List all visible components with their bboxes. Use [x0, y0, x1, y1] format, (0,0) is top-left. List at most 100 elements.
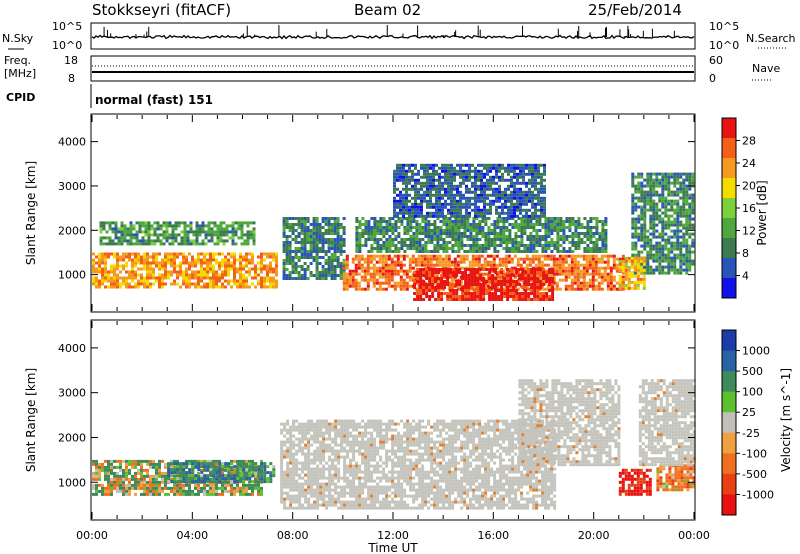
heatmap-cell-2 — [327, 268, 331, 271]
heatmap-cell-7 — [688, 217, 692, 221]
heatmap-cell-5 — [358, 232, 362, 235]
heatmap-cell-6 — [477, 211, 480, 215]
heatmap-cell-6 — [441, 166, 444, 170]
heatmap-cell-1 — [204, 242, 208, 246]
heatmap-cell-5 — [583, 217, 587, 220]
heatmap-cell-5 — [421, 226, 425, 229]
heatmap-cell-6 — [462, 181, 465, 185]
heatmap-cell-0 — [155, 486, 158, 490]
heatmap-cell-5 — [544, 232, 548, 235]
heatmap-cell-5 — [475, 232, 479, 235]
y-tick-label: 1000 — [58, 269, 86, 282]
heatmap-cell-2 — [294, 238, 298, 241]
heatmap-cell-6 — [426, 178, 429, 182]
heatmap-cell-0 — [272, 252, 275, 256]
heatmap-cell-3 — [591, 281, 595, 285]
heatmap-cell-4 — [512, 286, 516, 289]
heatmap-cell-4 — [440, 286, 444, 289]
heatmap-cell-5 — [466, 244, 470, 247]
heatmap-cell-4 — [521, 292, 525, 295]
heatmap-cell-4 — [476, 280, 480, 283]
heatmap-cell-8 — [627, 286, 631, 290]
heatmap-cell-3 — [483, 263, 487, 267]
heatmap-cell-4 — [533, 271, 537, 274]
heatmap-cell-2 — [300, 220, 304, 223]
heatmap-cell-0 — [140, 258, 143, 262]
heatmap-cell-2 — [309, 223, 313, 226]
heatmap-cell-6 — [480, 178, 483, 182]
heatmap-cell-1 — [138, 230, 142, 234]
heatmap-cell-2 — [318, 247, 322, 250]
heatmap-cell-1 — [123, 239, 127, 243]
heatmap-cell-5 — [481, 250, 485, 253]
colorbar-tick-label: 8 — [742, 247, 749, 260]
heatmap-cell-4 — [542, 298, 546, 301]
heatmap-cell-2 — [339, 247, 343, 250]
heatmap-cell-3 — [600, 260, 604, 264]
heatmap-cell-6 — [405, 181, 408, 185]
heatmap-cell-2 — [303, 256, 307, 259]
heatmap-cell-4 — [533, 268, 537, 271]
heatmap-cell-4 — [542, 292, 546, 295]
heatmap-cell-4 — [431, 283, 435, 286]
heatmap-cell-1 — [252, 230, 256, 234]
heatmap-cell-0 — [155, 468, 158, 472]
heatmap-cell-5 — [400, 244, 404, 247]
heatmap-cell-5 — [481, 235, 485, 238]
heatmap-cell-4 — [461, 295, 465, 298]
heatmap-cell-3 — [441, 257, 445, 261]
heatmap-cell-0 — [269, 285, 272, 289]
heatmap-cell-1 — [123, 233, 127, 237]
heatmap-cell-5 — [406, 232, 410, 235]
heatmap-cell-5 — [445, 226, 449, 229]
heatmap-cell-7 — [658, 196, 662, 200]
heatmap-cell-2 — [327, 229, 331, 232]
heatmap-cell-5 — [391, 232, 395, 235]
heatmap-cell-6 — [429, 172, 432, 176]
heatmap-cell-0 — [257, 282, 260, 286]
heatmap-cell-5 — [367, 235, 371, 238]
heatmap-cell-6 — [450, 196, 453, 200]
heatmap-cell-6 — [459, 202, 462, 206]
heatmap-cell-6 — [480, 175, 483, 179]
heatmap-cell-0 — [197, 276, 200, 280]
heatmap-cell-6 — [396, 202, 399, 206]
heatmap-cell-5 — [490, 241, 494, 244]
heatmap-cell-0 — [203, 261, 206, 265]
heatmap-cell-0 — [239, 279, 242, 283]
heatmap-cell-4 — [494, 271, 498, 274]
colorbar-swatch — [722, 178, 736, 199]
heatmap-cell-0 — [158, 474, 161, 478]
heatmap-cell-0 — [137, 279, 140, 283]
heatmap-cell-5 — [550, 232, 554, 235]
heatmap-cell-3 — [393, 266, 397, 270]
heatmap-cell-0 — [131, 285, 134, 289]
heatmap-cell-0 — [98, 489, 101, 493]
heatmap-cell-0 — [149, 270, 152, 274]
heatmap-cell-0 — [149, 477, 152, 481]
heatmap-cell-5 — [505, 250, 509, 253]
heatmap-cell-0 — [173, 261, 176, 265]
heatmap-cell-6 — [504, 178, 507, 182]
heatmap-cell-6 — [405, 163, 408, 167]
heatmap-cell-2 — [330, 229, 334, 232]
heatmap-cell-2 — [312, 250, 316, 253]
heatmap-cell-7 — [688, 193, 692, 197]
heatmap-cell-4 — [419, 280, 423, 283]
heatmap-cell-5 — [379, 217, 383, 220]
heatmap-cell-7 — [673, 178, 677, 182]
heatmap-cell-6 — [414, 184, 417, 188]
heatmap-cell-3 — [429, 263, 433, 267]
heatmap-cell-2 — [315, 217, 319, 220]
heatmap-cell-3 — [570, 272, 574, 276]
heatmap-cell-7 — [688, 175, 692, 179]
heatmap-cell-6 — [441, 187, 444, 191]
heatmap-cell-3 — [603, 272, 607, 276]
heatmap-cell-3 — [444, 257, 448, 261]
heatmap-cell-5 — [391, 244, 395, 247]
heatmap-cell-6 — [510, 196, 513, 200]
heatmap-cell-7 — [691, 226, 695, 230]
heatmap-cell-0 — [146, 468, 149, 472]
heatmap-cell-4 — [416, 292, 420, 295]
heatmap-cell-2 — [282, 250, 286, 253]
